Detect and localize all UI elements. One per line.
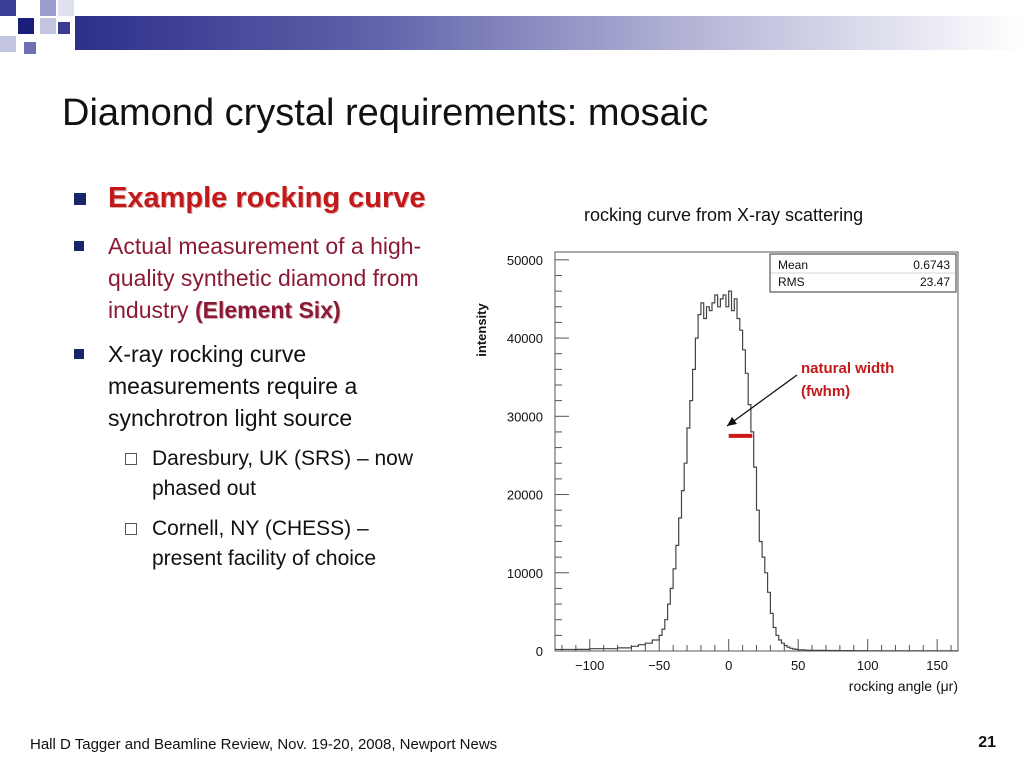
bullet-marker — [74, 193, 86, 205]
histogram-line — [555, 290, 958, 652]
x-tick-label: −50 — [648, 658, 670, 673]
stats-label: Mean — [778, 258, 808, 272]
bullet-text-emphasis: (Element Six) — [194, 297, 341, 323]
header-bar — [75, 16, 1024, 50]
y-tick-label: 30000 — [507, 409, 543, 424]
x-tick-label: 0 — [725, 658, 732, 673]
header-decoration — [0, 0, 1024, 60]
x-tick-label: −100 — [575, 658, 604, 673]
annotation-arrow — [726, 374, 798, 427]
x-tick-label: 100 — [857, 658, 879, 673]
bullet-marker — [74, 241, 84, 251]
deco-square — [18, 18, 34, 34]
annotation-line2: (fwhm) — [801, 383, 850, 400]
rocking-curve-chart: 0 10000 20000 30000 40000 50000 −100 −50 0 50 100… — [474, 251, 959, 694]
plot-frame — [554, 251, 959, 652]
stats-label: RMS — [778, 275, 805, 289]
y-tick-label: 20000 — [507, 488, 543, 503]
bullet-text: X-ray rocking curve measurements require… — [108, 341, 358, 431]
deco-square — [24, 42, 36, 54]
fwhm-annotation: natural width (fwhm) — [726, 360, 894, 438]
bullet-synchrotron: X-ray rocking curve measurements require… — [70, 338, 440, 434]
subbullet-cornell: Cornell, NY (CHESS) – present facility o… — [70, 514, 440, 574]
y-tick-label: 50000 — [507, 253, 543, 268]
y-axis: 0 10000 20000 30000 40000 50000 — [507, 253, 569, 659]
subbullet-text: Daresbury, UK (SRS) – now phased out — [152, 447, 414, 500]
x-axis-label: rocking angle (μr) — [849, 678, 958, 694]
x-axis: −100 −50 0 50 100 150 — [561, 639, 952, 673]
bullet-list: Example rocking curve Actual measurement… — [70, 180, 440, 574]
deco-square — [0, 36, 16, 52]
subbullet-daresbury: Daresbury, UK (SRS) – now phased out — [70, 444, 440, 504]
bullet-measurement: Actual measurement of a high-quality syn… — [70, 230, 440, 326]
stats-value: 23.47 — [920, 275, 950, 289]
x-tick-label: 150 — [926, 658, 948, 673]
y-tick-label: 0 — [536, 644, 543, 659]
stats-value: 0.6743 — [913, 258, 950, 272]
chart-caption: rocking curve from X-ray scattering — [584, 205, 864, 225]
bullet-text: Actual measurement of a high-quality syn… — [108, 233, 422, 323]
bullet-example: Example rocking curve — [70, 180, 440, 216]
footer-text: Hall D Tagger and Beamline Review, Nov. … — [30, 736, 498, 753]
slide-title: Diamond crystal requirements: mosaic — [62, 92, 709, 134]
deco-square — [58, 22, 70, 34]
bullet-text: Example rocking curve — [108, 182, 426, 214]
checkbox-marker — [125, 523, 137, 535]
bullet-marker — [74, 349, 84, 359]
stats-box: Mean 0.6743 RMS 23.47 — [769, 253, 957, 293]
annotation-line1: natural width — [801, 360, 894, 377]
deco-square — [58, 0, 74, 16]
page-number: 21 — [978, 734, 996, 751]
deco-square — [0, 0, 16, 16]
annotation-arrowhead — [727, 417, 737, 426]
deco-square — [40, 18, 56, 34]
checkbox-marker — [125, 453, 137, 465]
y-tick-label: 40000 — [507, 331, 543, 346]
subbullet-text: Cornell, NY (CHESS) – present facility o… — [152, 517, 377, 570]
x-tick-label: 50 — [791, 658, 805, 673]
deco-square — [40, 0, 56, 16]
y-tick-label: 10000 — [507, 566, 543, 581]
y-axis-label: intensity — [474, 303, 489, 357]
